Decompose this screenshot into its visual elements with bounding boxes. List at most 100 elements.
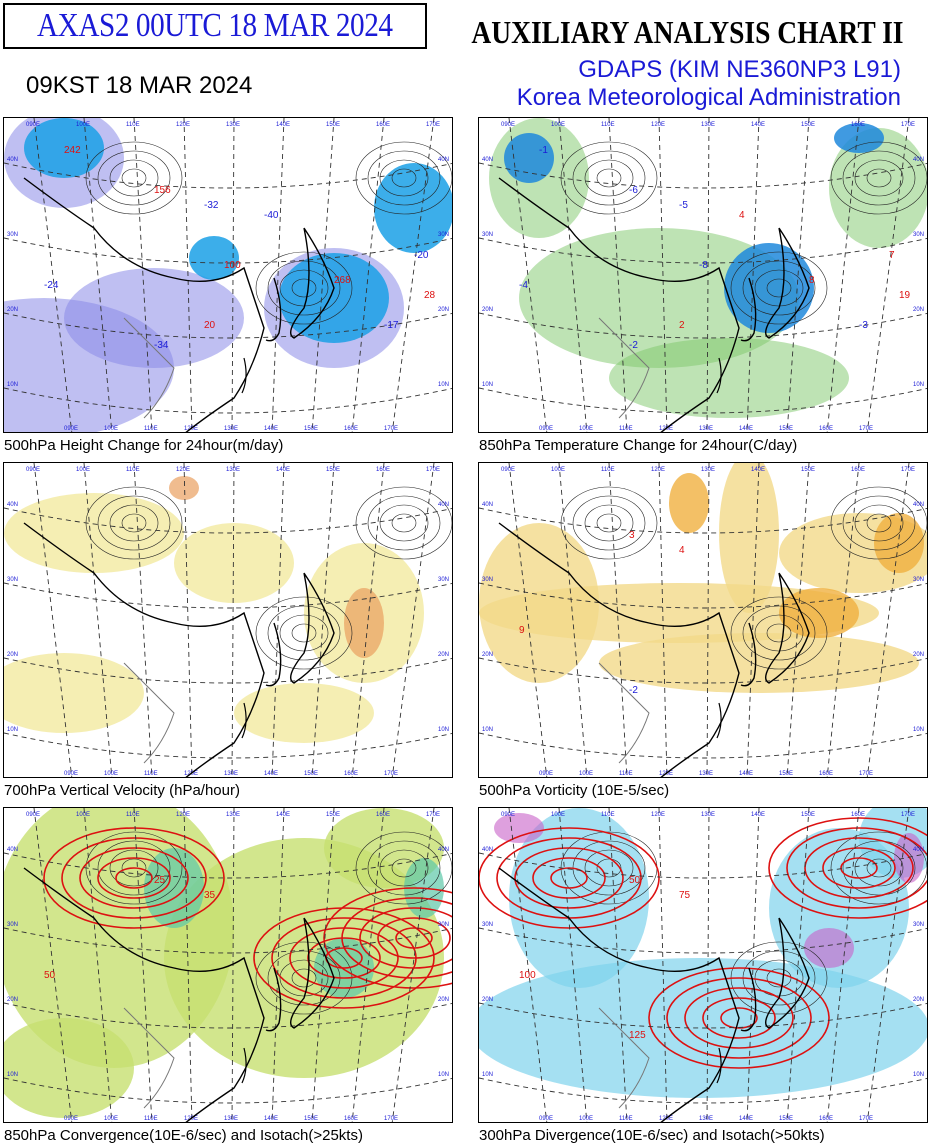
- contour-value-label: 242: [64, 145, 81, 156]
- map-canvas: 090E090E100E100E110E110E120E120E130E130E…: [4, 808, 452, 1122]
- map-canvas: 090E090E100E100E110E110E120E120E130E130E…: [479, 463, 927, 777]
- longitude-label: 090E: [501, 812, 515, 818]
- longitude-label: 160E: [344, 1116, 358, 1122]
- border-line: [598, 662, 650, 764]
- longitude-label: 130E: [224, 771, 238, 777]
- shaded-region: [494, 813, 544, 843]
- contour-value-label: -5: [679, 200, 688, 211]
- longitude-label: 090E: [501, 122, 515, 128]
- latitude-label: 40N: [7, 502, 18, 508]
- longitude-label: 110E: [144, 426, 158, 432]
- chart-code: AXAS2 00UTC 18 MAR 2024: [37, 7, 393, 44]
- longitude-label: 090E: [26, 467, 40, 473]
- contour-value-label: 4: [679, 545, 685, 556]
- latitude-label: 10N: [438, 382, 449, 388]
- coastline: [498, 867, 740, 1122]
- longitude-label: 120E: [651, 467, 665, 473]
- longitude-label: 170E: [426, 812, 440, 818]
- isotach-line: [341, 897, 452, 979]
- shaded-region: [24, 118, 104, 178]
- coastline-taiwan: [241, 702, 247, 739]
- longitude-label: 140E: [276, 122, 290, 128]
- longitude-label: 150E: [779, 426, 793, 432]
- longitude-line: [746, 463, 760, 777]
- latitude-label: 10N: [482, 1072, 493, 1078]
- longitude-label: 110E: [619, 426, 633, 432]
- longitude-label: 110E: [601, 812, 615, 818]
- longitude-label: 160E: [376, 122, 390, 128]
- latitude-label: 20N: [438, 307, 449, 313]
- longitude-label: 170E: [384, 1116, 398, 1122]
- coastline-korea: [265, 277, 282, 342]
- contour-value-label: -20: [414, 250, 429, 261]
- panel-height-change: 090E 090E 100E 100E 110E 110E 120E 120E 130E 130E…: [3, 117, 453, 433]
- latitude-label: 30N: [7, 922, 18, 928]
- contour-line: [379, 849, 429, 887]
- longitude-line: [706, 118, 710, 432]
- contour-value-label: -6: [629, 185, 638, 196]
- latitude-label: 20N: [7, 307, 18, 313]
- latitude-label: 30N: [7, 577, 18, 583]
- longitude-label: 170E: [426, 122, 440, 128]
- longitude-label: 090E: [64, 771, 78, 777]
- map-canvas: 090E090E100E100E110E110E120E120E130E130E…: [479, 118, 927, 432]
- border-line: [598, 317, 650, 419]
- longitude-label: 170E: [859, 1116, 873, 1122]
- coastline-korea: [740, 622, 757, 687]
- latitude-label: 10N: [913, 382, 924, 388]
- contour-line: [255, 251, 353, 325]
- coastline-japan: [290, 227, 335, 339]
- longitude-line: [746, 118, 760, 432]
- contour-line: [291, 278, 317, 298]
- longitude-label: 160E: [376, 467, 390, 473]
- latitude-line: [4, 852, 452, 879]
- longitude-line: [183, 463, 193, 777]
- contour-value-label: -4: [519, 280, 528, 291]
- contour-value-label: -24: [44, 280, 59, 291]
- contour-line: [97, 840, 171, 896]
- border-line: [123, 317, 175, 419]
- contour-value-label: -1: [539, 145, 548, 156]
- contour-value-label: -3: [859, 320, 868, 331]
- shaded-region: [234, 683, 374, 743]
- shaded-region: [479, 523, 599, 683]
- coastline: [498, 177, 740, 432]
- latitude-line: [479, 582, 927, 609]
- latitude-line: [4, 1077, 452, 1104]
- latitude-line: [479, 237, 927, 264]
- latitude-line: [479, 732, 927, 759]
- contour-line: [379, 159, 429, 197]
- contour-value-label: 28: [424, 290, 436, 301]
- longitude-label: 150E: [304, 426, 318, 432]
- latitude-line: [4, 657, 452, 684]
- latitude-label: 20N: [7, 652, 18, 658]
- longitude-label: 130E: [224, 426, 238, 432]
- isotach-line: [377, 917, 451, 959]
- longitude-label: 150E: [801, 812, 815, 818]
- contour-line: [742, 260, 816, 316]
- latitude-line: [4, 237, 452, 264]
- isotach-line: [840, 857, 878, 879]
- longitude-line: [231, 118, 235, 432]
- isotach-line: [720, 1007, 758, 1029]
- shaded-region: [189, 236, 239, 280]
- contour-line: [391, 513, 417, 533]
- shaded-region: [834, 123, 884, 153]
- latitude-line: [479, 312, 927, 339]
- isotach-line: [786, 827, 927, 909]
- contour-value-label: -2: [629, 685, 638, 696]
- shaded-region: [894, 833, 924, 883]
- latitude-line: [479, 1077, 927, 1104]
- latitude-line: [4, 387, 452, 414]
- contour-line: [367, 150, 441, 206]
- longitude-label: 160E: [819, 426, 833, 432]
- isotach-line: [479, 827, 660, 929]
- longitude-line: [271, 118, 285, 432]
- longitude-label: 150E: [801, 467, 815, 473]
- longitude-line: [658, 808, 668, 1122]
- longitude-label: 110E: [144, 1116, 158, 1122]
- latitude-label: 40N: [438, 847, 449, 853]
- shaded-region: [724, 243, 814, 333]
- contour-line: [842, 495, 916, 551]
- border-line: [123, 1007, 175, 1109]
